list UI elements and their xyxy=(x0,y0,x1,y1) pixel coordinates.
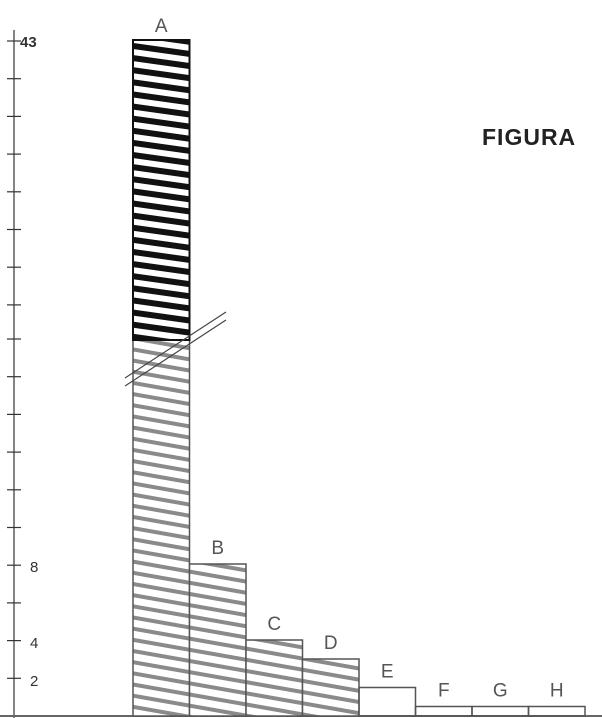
bar-f xyxy=(414,705,473,717)
category-label: B xyxy=(211,538,224,559)
category-label: D xyxy=(324,633,338,654)
y-tick-label: 43 xyxy=(20,34,37,51)
category-label: F xyxy=(438,681,450,702)
bar-d xyxy=(301,658,360,717)
y-tick-label: 4 xyxy=(30,635,38,652)
bar-e xyxy=(358,686,417,717)
bar-h xyxy=(527,705,586,717)
bar-a-upper-segment xyxy=(132,39,191,341)
axis-break-mark xyxy=(124,311,227,379)
category-label: G xyxy=(493,681,508,702)
figure-label: FIGURA xyxy=(482,124,577,150)
bar-b xyxy=(188,563,247,717)
bar-g xyxy=(471,705,530,717)
category-label: H xyxy=(550,681,564,702)
y-tick-label: 8 xyxy=(30,559,38,576)
bar-c xyxy=(245,639,304,717)
axis-break-mark xyxy=(124,319,227,387)
category-label: E xyxy=(381,662,394,683)
category-label: A xyxy=(155,16,168,37)
category-label: C xyxy=(267,614,281,635)
y-tick-label: 2 xyxy=(30,673,38,690)
